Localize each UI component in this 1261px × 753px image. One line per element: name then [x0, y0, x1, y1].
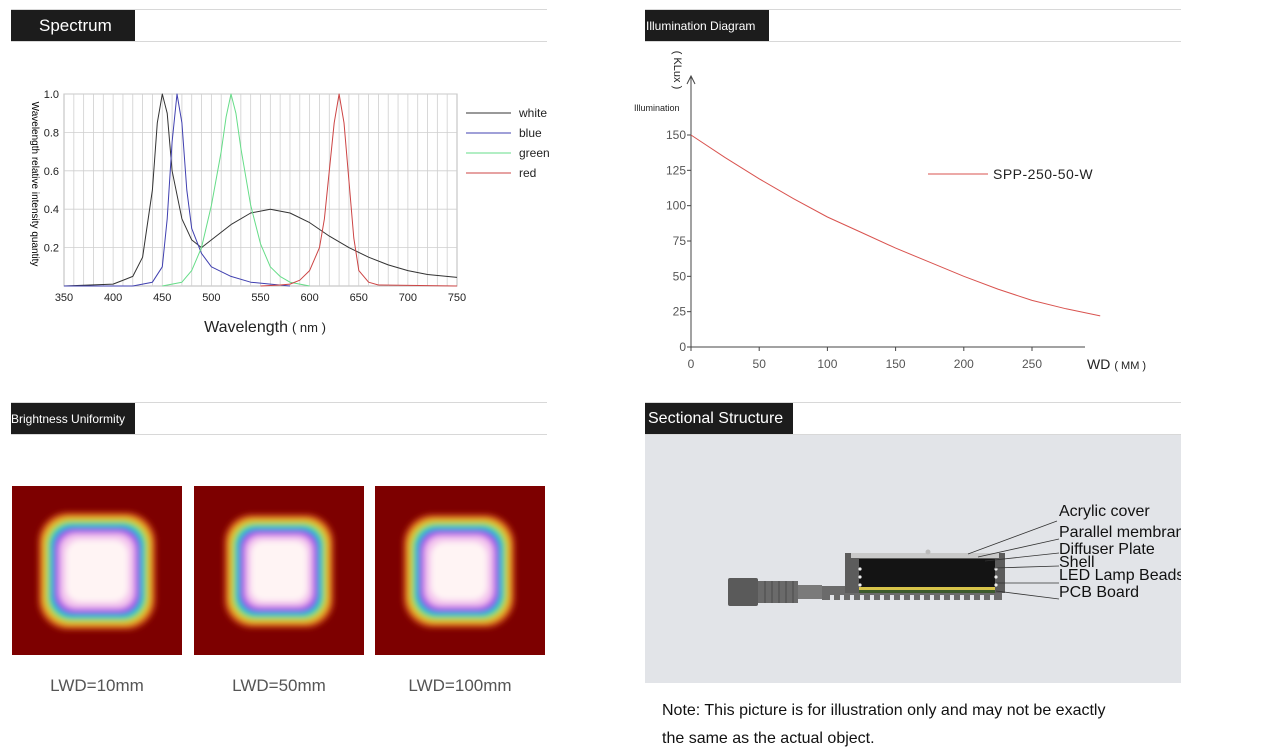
illumination-y-tick: 75	[673, 234, 687, 248]
illumination-x-tick: 250	[1022, 357, 1042, 371]
spectrum-x-tick: 750	[448, 292, 466, 304]
illumination-x-tick: 100	[817, 357, 837, 371]
uniformity-header: Brightness Uniformity	[11, 393, 547, 435]
spectrum-series-blue	[64, 93, 291, 287]
uniformity-panel: Brightness Uniformity	[11, 393, 547, 753]
spectrum-x-tick: 700	[399, 292, 417, 304]
cable-body	[758, 581, 798, 603]
spectrum-x-tick: 600	[300, 292, 318, 304]
structure-illustration: Acrylic cover Parallel membrane Diffuser…	[645, 435, 1193, 683]
illumination-y-unit: ( KLux )	[671, 51, 683, 90]
spectrum-header: Spectrum	[11, 0, 547, 42]
spectrum-y-tick: 0.4	[44, 204, 59, 216]
spectrum-series-white	[63, 93, 458, 287]
illumination-header: Illumination Diagram	[645, 0, 1181, 42]
uniformity-heatmap-100mm	[403, 514, 515, 628]
structure-panel: Sectional Structure	[645, 393, 1193, 753]
uniformity-title: Brightness Uniformity	[11, 403, 135, 434]
illumination-y-tick: 0	[679, 340, 686, 354]
uniformity-heatmap-10mm	[38, 512, 156, 630]
illumination-legend-label: SPP-250-50-W	[993, 166, 1093, 182]
label-diffuser-plate: Diffuser Plate	[1059, 541, 1155, 558]
spectrum-x-unit: ( nm )	[292, 320, 326, 335]
spectrum-x-label-text: Wavelength	[204, 319, 288, 336]
label-acrylic-cover: Acrylic cover	[1059, 503, 1150, 520]
spectrum-series-red	[260, 93, 458, 287]
spectrum-panel: Spectrum 350 400 450 500 550 600 650 700 750 1.0 0…	[11, 0, 550, 380]
spectrum-series-green	[162, 93, 310, 287]
uniformity-heatmap-50mm	[224, 514, 334, 628]
spectrum-y-tick: 0.8	[44, 127, 59, 139]
illumination-x-tick: 150	[886, 357, 906, 371]
illumination-y-tick: 25	[673, 305, 687, 319]
spectrum-chart: 350 400 450 500 550 600 650 700 750 1.0 0.8 0.6 0.4 0…	[29, 89, 550, 336]
illumination-series-line	[690, 134, 1101, 317]
illumination-panel: Illumination Diagram 0 25 50 75 100 125 150 0 50…	[634, 0, 1181, 380]
uniformity-image-100mm	[375, 486, 545, 655]
illumination-y-label: Illumination	[634, 103, 680, 113]
label-shell: Shell	[1059, 554, 1095, 571]
spectrum-legend-label-green: green	[519, 146, 550, 160]
illumination-y-tick: 150	[666, 128, 686, 142]
illumination-x-label: WD ( MM )	[1087, 356, 1146, 372]
screw	[925, 549, 931, 555]
structure-title: Sectional Structure	[645, 403, 793, 434]
spectrum-x-tick: 650	[350, 292, 368, 304]
label-parallel-membrane: Parallel membrane	[1059, 524, 1181, 541]
pcb-board	[859, 590, 995, 593]
uniformity-caption-10mm: LWD=10mm	[50, 676, 144, 695]
spectrum-x-label: Wavelength ( nm )	[204, 319, 326, 336]
illumination-y-tick: 100	[666, 199, 686, 213]
structure-note-line1: Note: This picture is for illustration o…	[662, 702, 1106, 719]
spectrum-y-tick: 1.0	[44, 89, 59, 101]
label-pcb-board: PCB Board	[1059, 584, 1139, 601]
illumination-x-label-text: WD	[1087, 356, 1110, 372]
uniformity-image-10mm	[12, 486, 182, 655]
spectrum-y-tick: 0.6	[44, 166, 59, 178]
label-led-lamp-beads: LED Lamp Beads	[1059, 567, 1181, 584]
uniformity-image-50mm	[194, 486, 364, 655]
uniformity-caption-50mm: LWD=50mm	[232, 676, 326, 695]
cable-strain-relief	[798, 585, 822, 599]
illumination-x-tick: 0	[688, 357, 695, 371]
illumination-x-tick: 50	[753, 357, 767, 371]
structure-note-line2: the same as the actual object.	[662, 730, 875, 747]
spectrum-legend-label-red: red	[519, 166, 536, 180]
spectrum-x-tick: 500	[202, 292, 220, 304]
illumination-title: Illumination Diagram	[645, 10, 769, 41]
cable-connector	[728, 578, 758, 606]
structure-drawing: Acrylic cover Parallel membrane Diffuser…	[728, 503, 1193, 606]
illumination-y-tick: 50	[673, 269, 687, 283]
spectrum-x-tick: 450	[153, 292, 171, 304]
housing-interior	[859, 559, 995, 587]
spectrum-x-tick: 350	[55, 292, 73, 304]
spectrum-legend-label-blue: blue	[519, 126, 542, 140]
uniformity-caption-100mm: LWD=100mm	[408, 676, 512, 695]
spectrum-legend-label-white: white	[518, 106, 547, 120]
spectrum-y-tick: 0.2	[44, 243, 59, 255]
spectrum-y-label: Wavelength relative intensity quantity	[29, 102, 40, 267]
spectrum-title: Spectrum	[11, 10, 135, 41]
illumination-chart: 0 25 50 75 100 125 150 0 50 100 150 200 250 SPP-250-…	[634, 51, 1146, 372]
structure-header: Sectional Structure	[645, 393, 1181, 435]
illumination-x-unit: ( MM )	[1114, 360, 1146, 372]
illumination-x-tick: 200	[954, 357, 974, 371]
spectrum-x-tick: 550	[251, 292, 269, 304]
acrylic-cover	[851, 553, 999, 558]
illumination-y-tick: 125	[666, 163, 686, 177]
spectrum-x-tick: 400	[104, 292, 122, 304]
led-lamp-beads	[859, 587, 995, 590]
illumination-y-arrow	[686, 74, 696, 85]
